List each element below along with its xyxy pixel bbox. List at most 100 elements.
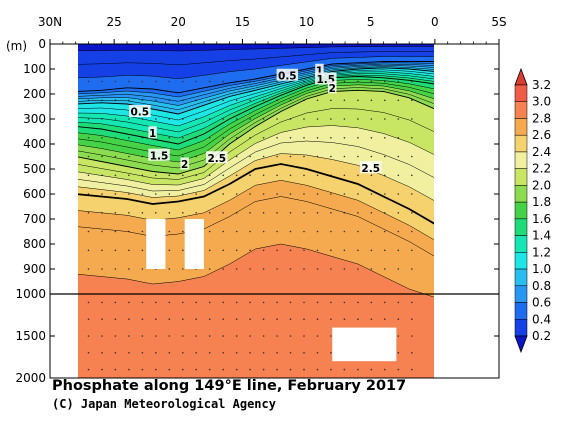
colorbar-label: 0.2: [532, 329, 551, 343]
sample-dot: [87, 137, 90, 139]
sample-dot: [195, 80, 197, 83]
sample-dot: [114, 212, 117, 214]
sample-dot: [330, 318, 332, 321]
sample-dot: [343, 155, 346, 158]
sample-dot: [101, 335, 103, 337]
sample-dot: [168, 368, 171, 371]
sample-dot: [168, 249, 171, 252]
sample-dot: [397, 318, 400, 321]
sample-dot: [235, 174, 238, 177]
sample-dot: [114, 230, 117, 233]
sample-dot: [397, 155, 400, 158]
contour-line-1.7: [78, 81, 434, 157]
sample-dot: [316, 352, 319, 354]
sample-dot: [343, 249, 346, 252]
sample-dot: [87, 174, 90, 177]
sample-dot: [208, 80, 211, 83]
contour-label-bg: [129, 105, 151, 117]
sample-dot: [289, 335, 292, 337]
colorbar-label: 1.8: [532, 195, 551, 209]
colorbar-label: 3.2: [532, 78, 551, 92]
sample-dot: [182, 249, 184, 252]
contour-label-bg: [148, 148, 170, 161]
sample-dot: [182, 301, 184, 304]
sample-dot: [357, 268, 359, 270]
sample-dot: [370, 301, 373, 304]
contour-label: 1: [316, 65, 323, 77]
sample-dot: [330, 212, 332, 214]
sample-dot: [182, 193, 184, 195]
sample-dot: [316, 301, 319, 304]
sample-dot: [397, 368, 400, 371]
x-tick-label: 15: [235, 15, 250, 29]
sample-dot: [411, 230, 413, 233]
y-tick-label: 600: [23, 187, 46, 201]
sample-dot: [114, 318, 117, 321]
sample-dot: [330, 249, 332, 252]
colorbar-band: [514, 201, 528, 220]
sample-dot: [384, 193, 386, 195]
contour-line-0.7: [78, 63, 434, 102]
colorbar-label: 2.8: [532, 111, 551, 125]
sample-dot: [289, 268, 292, 270]
sample-dot: [128, 174, 130, 177]
sample-dot: [343, 268, 346, 270]
sample-points: [87, 80, 413, 371]
sample-dot: [87, 268, 90, 270]
contour-label: 1.5: [150, 150, 169, 162]
sample-dot: [330, 335, 332, 337]
sample-dot: [370, 249, 373, 252]
sample-dot: [276, 335, 278, 337]
sample-dot: [289, 155, 292, 158]
contour-line-1.3: [78, 73, 434, 133]
colorbar-label: 2.4: [532, 145, 551, 159]
sample-dot: [101, 352, 103, 354]
contour-line-1.9: [78, 87, 434, 169]
sample-dot: [222, 212, 224, 214]
sample-dot: [384, 118, 386, 120]
sample-dot: [303, 230, 305, 233]
sample-dot: [397, 193, 400, 195]
sample-dot: [249, 212, 251, 214]
sample-dot: [397, 118, 400, 120]
sample-dot: [357, 249, 359, 252]
contour-label: 2: [329, 83, 336, 95]
sample-dot: [262, 301, 265, 304]
sample-dot: [87, 80, 90, 83]
colorbar-band: [514, 118, 528, 136]
sample-dot: [276, 301, 278, 304]
sample-dot: [128, 301, 130, 304]
contour-label: 2.5: [361, 163, 380, 175]
contour-label-bg: [206, 151, 228, 164]
sample-dot: [316, 99, 319, 102]
sample-dot: [316, 118, 319, 120]
sample-dot: [330, 137, 332, 139]
colorbar-band: [514, 151, 528, 169]
sample-dot: [343, 118, 346, 120]
sample-dot: [182, 80, 184, 83]
chart-credit: (C) Japan Meteorological Agency: [52, 397, 276, 411]
sample-dot: [87, 352, 90, 354]
sample-dot: [87, 249, 90, 252]
sample-dot: [370, 368, 373, 371]
x-axis: 30N 25 20 15 10 5 0 5S: [38, 15, 507, 44]
sample-dot: [384, 301, 386, 304]
sample-dot: [397, 335, 400, 337]
sample-dot: [303, 193, 305, 195]
sample-dot: [370, 193, 373, 195]
sample-dot: [411, 193, 413, 195]
y-tick-label: 400: [23, 137, 46, 151]
sample-dot: [222, 318, 224, 321]
x-tick-label: 10: [299, 15, 314, 29]
contour-label-bg: [315, 63, 324, 76]
sample-dot: [235, 193, 238, 195]
sample-dot: [101, 301, 103, 304]
sample-dot: [262, 352, 265, 354]
contour-line-1.4: [78, 74, 434, 139]
sample-dot: [411, 99, 413, 102]
contour-line-2.8: [78, 243, 434, 298]
sample-dot: [168, 137, 171, 139]
sample-dot: [276, 155, 278, 158]
sample-dot: [168, 193, 171, 195]
